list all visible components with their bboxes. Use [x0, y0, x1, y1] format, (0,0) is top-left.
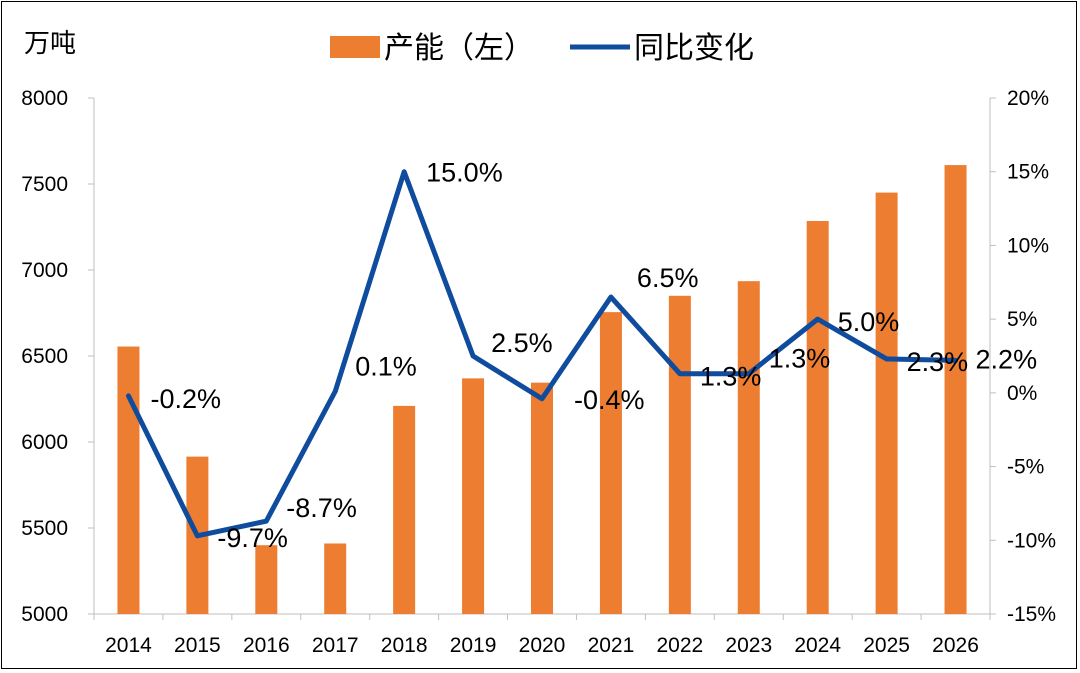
data-label: -0.4% [574, 385, 645, 415]
x-tick-label: 2017 [312, 634, 359, 657]
bar [324, 543, 347, 614]
left-tick-label: 7500 [21, 173, 68, 196]
bar [393, 405, 416, 614]
x-tick-label: 2016 [243, 634, 290, 657]
bar [255, 545, 278, 614]
right-tick-label: -15% [1007, 603, 1056, 626]
bar [668, 295, 691, 614]
data-label: 2.2% [976, 344, 1038, 374]
data-label: 0.1% [355, 351, 417, 381]
x-tick-label: 2019 [450, 634, 497, 657]
left-tick-label: 6500 [21, 345, 68, 368]
bar [806, 220, 829, 615]
bar [531, 382, 553, 614]
legend-label-bar: 产能（左） [384, 31, 534, 66]
data-label: -9.7% [217, 523, 288, 553]
x-tick-label: 2023 [725, 634, 772, 657]
legend-swatch-bar [330, 36, 380, 58]
left-tick-label: 5000 [21, 603, 68, 626]
x-tick-label: 2022 [656, 634, 703, 657]
data-label: 6.5% [637, 263, 699, 293]
left-tick-label: 8000 [21, 87, 68, 110]
right-tick-label: 0% [1007, 382, 1037, 405]
right-tick-label: 15% [1007, 161, 1049, 184]
right-tick-label: -10% [1007, 529, 1056, 552]
right-tick-label: -5% [1007, 456, 1044, 479]
x-tick-label: 2025 [863, 634, 910, 657]
bar [875, 192, 898, 614]
x-tick-label: 2024 [794, 634, 841, 657]
data-label: 1.3% [700, 362, 762, 392]
bar [599, 312, 622, 614]
data-label: -8.7% [286, 493, 357, 523]
bar [737, 281, 760, 614]
x-tick-label: 2021 [588, 634, 635, 657]
x-tick-label: 2015 [174, 634, 221, 657]
left-tick-label: 6000 [21, 431, 68, 454]
x-tick-label: 2020 [519, 634, 566, 657]
data-label: -0.2% [150, 384, 221, 414]
bar [117, 346, 140, 614]
y-left-unit: 万吨 [24, 29, 76, 59]
x-tick-label: 2026 [932, 634, 979, 657]
right-tick-label: 10% [1007, 234, 1049, 257]
x-tick-label: 2014 [105, 634, 152, 657]
bar [462, 378, 485, 614]
bar [944, 165, 967, 614]
data-label: 1.3% [769, 344, 831, 374]
x-tick-label: 2018 [381, 634, 428, 657]
legend-label-line: 同比变化 [634, 31, 754, 66]
right-tick-label: 5% [1007, 308, 1037, 331]
right-tick-label: 20% [1007, 87, 1049, 110]
data-label: 15.0% [426, 158, 503, 188]
left-tick-label: 7000 [21, 259, 68, 282]
data-label: 2.3% [907, 347, 969, 377]
data-label: 2.5% [491, 328, 553, 358]
left-tick-label: 5500 [21, 517, 68, 540]
line-series [125, 169, 959, 539]
data-label: 5.0% [838, 307, 900, 337]
